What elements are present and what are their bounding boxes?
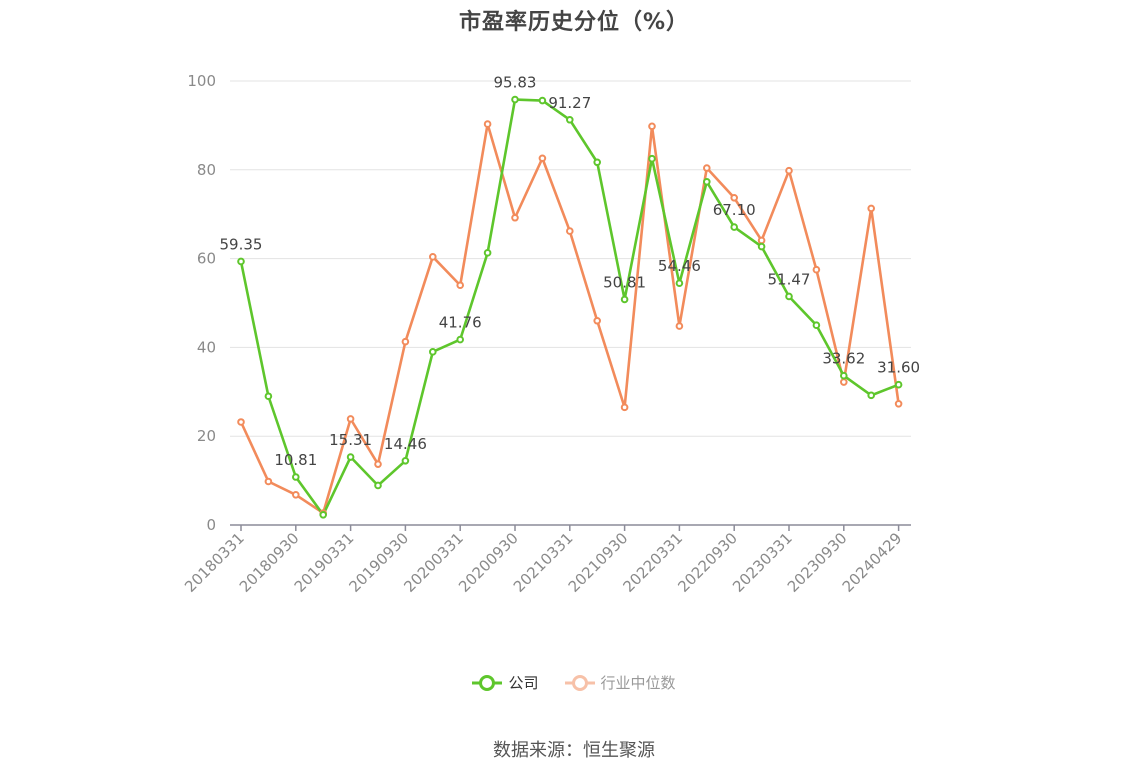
series-point [456, 335, 465, 344]
series-point [566, 227, 574, 235]
data-label: 67.10 [713, 201, 756, 219]
series-point [429, 348, 437, 356]
series-point [620, 403, 629, 412]
series-point [401, 456, 410, 465]
x-tick-label: 20240429 [839, 529, 906, 596]
legend-label-company: 公司 [508, 674, 539, 692]
series-point [648, 154, 656, 163]
legend-item-industry-median[interactable]: 行业中位数 [564, 672, 676, 693]
data-label: 51.47 [768, 270, 811, 288]
grid-lines [230, 80, 911, 437]
data-label: 15.31 [329, 431, 372, 449]
y-tick-label: 20 [197, 427, 216, 445]
series-point [867, 204, 876, 213]
legend-line-marker-icon [564, 674, 595, 691]
data-label: 14.46 [384, 435, 427, 453]
series-point [374, 481, 382, 490]
data-label: 91.27 [548, 94, 591, 112]
series-point [675, 322, 684, 330]
series-point [867, 391, 876, 400]
series-line-1 [239, 122, 900, 515]
series-point [894, 399, 903, 408]
series-point [237, 418, 245, 426]
series-point [429, 253, 437, 261]
series-point [593, 316, 602, 325]
data-label: 31.60 [877, 359, 920, 377]
series-point [703, 164, 711, 172]
series-points [237, 95, 903, 519]
series-point [648, 122, 656, 131]
y-axis-ticks: 0 20 40 60 80 100 [187, 72, 216, 534]
series-point [757, 242, 766, 251]
series-point [346, 415, 355, 423]
series-point [840, 371, 848, 380]
series-point [292, 473, 300, 481]
data-label: 10.81 [274, 451, 317, 469]
series-point [703, 177, 711, 186]
legend-item-company[interactable]: 公司 [472, 672, 539, 693]
y-tick-label: 60 [197, 250, 216, 268]
series-point [730, 193, 739, 202]
series-point [483, 249, 492, 257]
series-point [538, 96, 547, 105]
data-label: 41.76 [439, 314, 482, 332]
series-point [237, 257, 245, 266]
line-chart: 0 20 40 60 80 100 201803312018093020190331201… [181, 72, 921, 596]
series-lines [239, 98, 900, 517]
data-source-note: 数据来源：恒生聚源 [493, 740, 655, 761]
series-point [346, 453, 355, 461]
series-point [840, 378, 848, 386]
series-point [401, 337, 410, 346]
series-point [264, 392, 273, 401]
chart-title: 市盈率历史分位（%） [458, 10, 690, 35]
series-point [812, 321, 821, 330]
series-point [757, 236, 766, 245]
data-label: 54.46 [658, 257, 701, 275]
series-point [292, 491, 300, 499]
legend-label-industry-median: 行业中位数 [600, 674, 676, 692]
series-point [785, 166, 793, 175]
data-label: 95.83 [494, 74, 537, 92]
y-tick-label: 80 [197, 161, 216, 179]
series-point [483, 120, 492, 128]
y-tick-label: 100 [187, 72, 216, 90]
series-point [538, 154, 547, 163]
series-point [785, 292, 793, 301]
series-point [374, 460, 382, 468]
data-label: 50.81 [603, 273, 646, 291]
series-point [456, 281, 465, 290]
series-point [511, 95, 519, 104]
series-point [593, 158, 602, 167]
series-point [675, 279, 684, 287]
series-point [264, 477, 273, 486]
legend-line-marker-icon [472, 674, 503, 691]
series-point [319, 510, 328, 519]
series-point [566, 115, 574, 124]
x-axis: 2018033120180930201903312019093020200331… [181, 524, 911, 596]
data-labels: 59.35 10.81 15.31 14.46 41.76 95.83 91.27 50.81… [220, 74, 921, 469]
series-point [894, 380, 903, 389]
series-point [620, 295, 629, 304]
y-tick-label: 0 [206, 516, 216, 534]
y-tick-label: 40 [197, 338, 216, 356]
legend: 公司 行业中位数 [0, 672, 1148, 693]
series-point [812, 265, 821, 274]
data-label: 59.35 [220, 235, 263, 253]
series-point [730, 223, 739, 231]
series-point [511, 213, 519, 222]
data-label: 33.62 [822, 350, 865, 368]
